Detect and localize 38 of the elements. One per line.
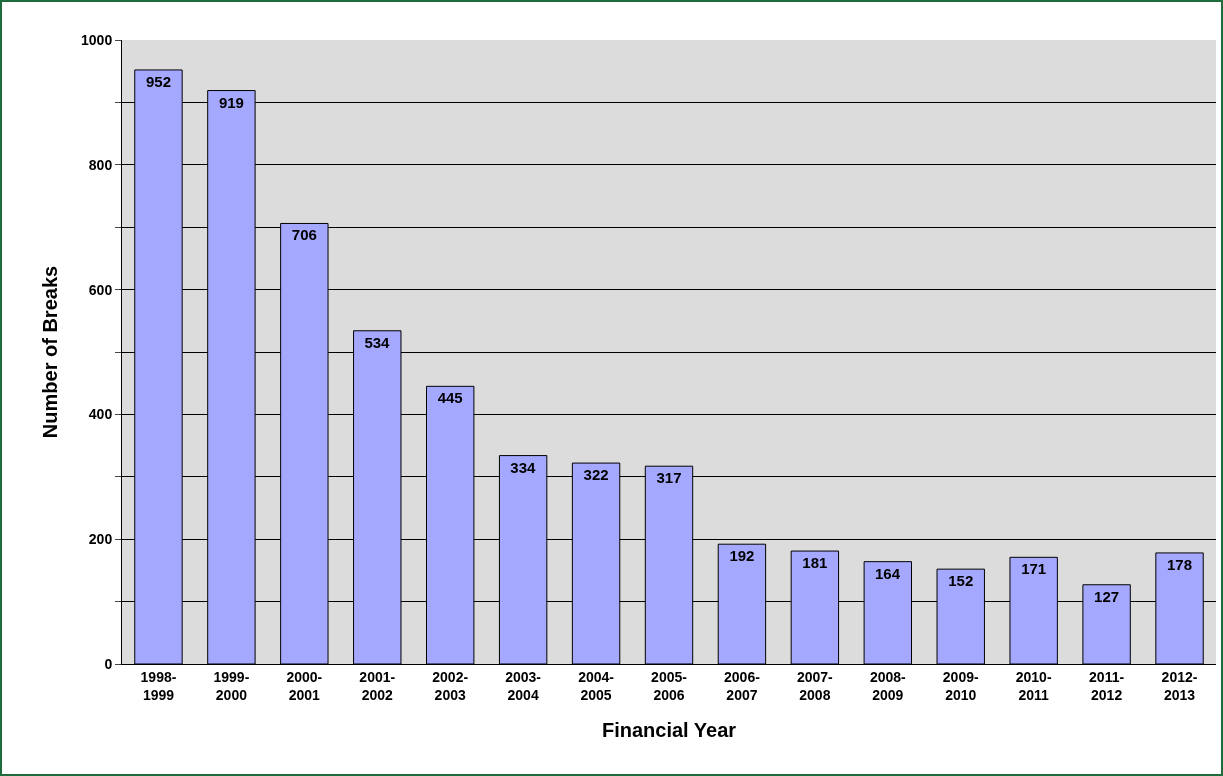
data-label: 534 [364, 333, 391, 351]
x-tick-label: 1998-1999 [140, 668, 177, 703]
data-label: 919 [218, 93, 244, 111]
x-tick-label: 2007-2008 [796, 668, 834, 703]
x-tick-label: 2002-2003 [432, 668, 469, 703]
x-tick-label: 1999-2000 [213, 668, 250, 703]
y-tick-label: 200 [88, 531, 113, 548]
data-label: 171 [1021, 560, 1047, 578]
y-tick-label: 800 [88, 156, 113, 173]
x-tick-label: 2001-2002 [359, 668, 396, 703]
x-tick-label: 2012-2013 [1161, 668, 1198, 703]
data-label: 952 [145, 72, 171, 90]
x-tick-label: 2010-2011 [1015, 668, 1052, 703]
y-tick-label: 1000 [81, 31, 113, 48]
x-tick-label: 2008-2009 [869, 668, 907, 703]
y-tick-label: 600 [88, 281, 113, 298]
x-tick-label: 2004-2005 [578, 668, 615, 703]
x-tick-label: 2000-2001 [286, 668, 323, 703]
x-tick-label: 2006-2007 [724, 668, 761, 703]
y-tick-label: 0 [104, 655, 113, 672]
x-tick-label: 2009-2010 [942, 668, 979, 703]
data-label: 322 [583, 466, 609, 484]
x-tick-label: 2011-2012 [1089, 668, 1125, 703]
y-axis-title: Number of Breaks [38, 265, 61, 439]
x-axis-title: Financial Year [601, 718, 737, 741]
x-tick-label: 2005-2006 [651, 668, 688, 703]
data-label: 192 [729, 547, 755, 565]
data-label: 152 [948, 572, 974, 590]
y-tick-label: 400 [88, 406, 113, 423]
data-label: 445 [437, 389, 463, 407]
data-label: 164 [874, 564, 901, 582]
x-tick-label: 2003-2004 [505, 668, 542, 703]
data-label: 127 [1094, 587, 1120, 605]
data-label: 178 [1167, 555, 1193, 573]
data-label: 181 [802, 554, 828, 572]
data-label: 706 [291, 226, 317, 244]
data-label: 334 [510, 458, 536, 476]
data-label: 317 [656, 469, 682, 487]
